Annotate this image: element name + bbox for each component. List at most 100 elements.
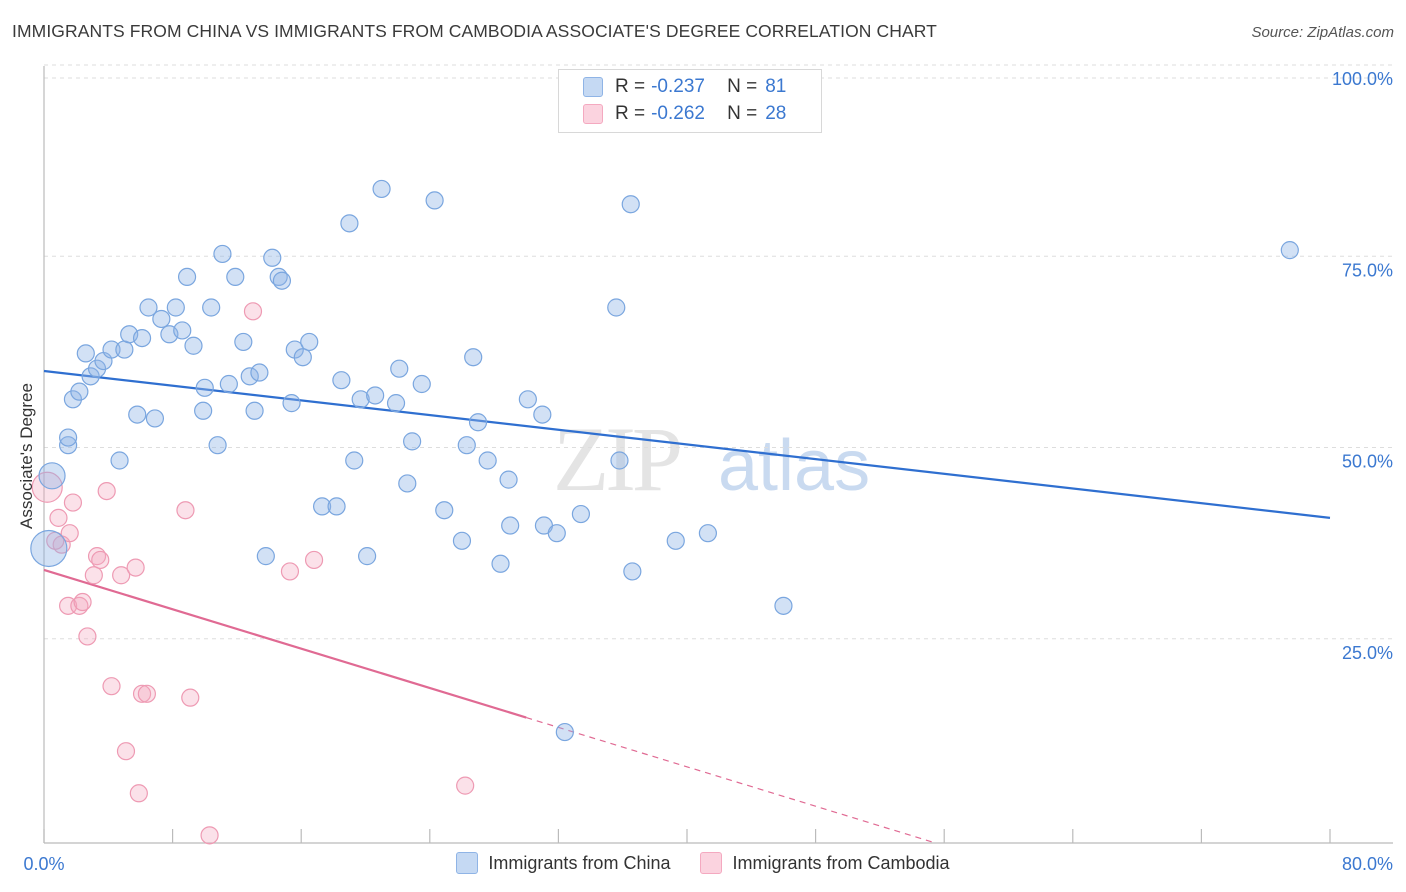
r-label: R = — [615, 103, 646, 124]
point-cambodia — [129, 784, 148, 803]
point-cambodia — [181, 688, 200, 707]
x-tick-label-max: 80.0% — [1342, 854, 1393, 874]
point-china — [345, 451, 364, 470]
point-china — [478, 451, 497, 470]
point-china — [70, 382, 89, 401]
point-china — [571, 504, 591, 524]
point-cambodia — [91, 550, 110, 570]
stats-legend: R = -0.237 N = 81 R = -0.262 N = 28 — [558, 69, 822, 133]
y-tick-labels: 100.0% 75.0% 50.0% 25.0% — [1332, 69, 1393, 663]
point-china — [518, 390, 537, 409]
data-points — [30, 179, 1299, 845]
point-cambodia — [304, 550, 324, 570]
china-swatch — [583, 77, 603, 97]
point-china — [219, 374, 238, 394]
point-cambodia — [102, 677, 121, 696]
point-cambodia — [280, 562, 300, 581]
y-tick-label: 100.0% — [1332, 69, 1393, 89]
point-china — [208, 436, 227, 455]
point-china — [332, 371, 351, 390]
source-credit: Source: ZipAtlas.com — [1251, 24, 1394, 41]
point-china — [491, 554, 510, 573]
point-china — [139, 298, 158, 317]
point-cambodia — [73, 592, 92, 612]
point-china — [340, 214, 359, 233]
axes — [43, 66, 1393, 844]
legend-label-china: Immigrants from China — [488, 852, 671, 873]
point-china — [464, 348, 483, 367]
trend-lines — [43, 369, 1331, 844]
point-china — [132, 329, 152, 348]
point-china — [358, 547, 377, 566]
point-china — [102, 340, 121, 359]
point-cambodia — [60, 524, 79, 543]
point-china — [607, 298, 626, 317]
china-legend-swatch — [456, 852, 479, 874]
point-china — [152, 309, 171, 329]
legend-item-cambodia: Immigrants from Cambodia — [700, 852, 950, 874]
y-tick-label: 50.0% — [1342, 452, 1393, 472]
point-cambodia — [176, 501, 195, 520]
point-china — [610, 451, 629, 470]
r-label: R = — [615, 76, 646, 97]
point-china — [468, 413, 488, 432]
point-china — [110, 451, 129, 470]
point-china — [202, 298, 221, 317]
r-value: -0.262 — [651, 103, 705, 124]
point-china — [245, 401, 264, 420]
point-cambodia — [126, 558, 145, 577]
point-china — [128, 405, 147, 424]
point-china — [457, 436, 476, 455]
point-china — [234, 332, 253, 352]
n-label: N = — [727, 76, 758, 97]
gridlines — [44, 64, 1393, 640]
point-china — [403, 432, 422, 451]
point-china — [547, 524, 566, 543]
point-cambodia — [112, 566, 131, 585]
watermark-zip: ZIP — [553, 408, 680, 510]
point-china — [194, 401, 213, 420]
point-cambodia — [49, 508, 68, 527]
watermark-atlas: atlas — [718, 426, 870, 506]
point-china — [263, 248, 282, 267]
point-cambodia — [243, 302, 263, 321]
point-china — [623, 562, 642, 581]
point-china — [398, 474, 417, 493]
point-cambodia — [116, 742, 136, 761]
point-china — [177, 267, 197, 286]
cambodia-swatch — [583, 104, 603, 124]
point-cambodia — [46, 531, 65, 550]
point-china — [300, 332, 319, 352]
series-legend: Immigrants from China Immigrants from Ca… — [0, 852, 1406, 874]
point-china — [425, 191, 444, 210]
point-china — [1280, 241, 1299, 260]
point-china — [435, 501, 454, 520]
y-axis-label: Associate's Degree — [17, 383, 36, 529]
point-china — [533, 405, 552, 424]
point-china — [372, 179, 391, 199]
legend-item-china: Immigrants from China — [456, 852, 670, 874]
point-cambodia — [132, 684, 152, 703]
point-china — [38, 462, 66, 490]
point-china — [184, 336, 203, 355]
point-china — [256, 547, 275, 566]
point-china — [145, 409, 165, 428]
legend-label-cambodia: Immigrants from Cambodia — [732, 852, 950, 873]
point-cambodia — [137, 684, 156, 703]
n-value: 28 — [765, 103, 787, 124]
point-cambodia — [456, 776, 475, 795]
point-china — [555, 722, 574, 742]
point-china — [166, 298, 185, 317]
point-china — [412, 374, 431, 394]
point-china — [452, 531, 472, 550]
point-china — [621, 195, 640, 214]
y-tick-label: 75.0% — [1342, 260, 1393, 280]
point-cambodia — [200, 826, 219, 845]
point-china — [59, 436, 78, 455]
point-china — [240, 367, 259, 386]
trend-line-cambodia — [43, 568, 527, 719]
x-tick-labels: 0.0% 80.0% — [23, 854, 1393, 874]
watermark: ZIP atlas — [553, 408, 870, 510]
point-china — [213, 244, 232, 264]
trend-line-cambodia-extrapolated — [526, 716, 936, 844]
